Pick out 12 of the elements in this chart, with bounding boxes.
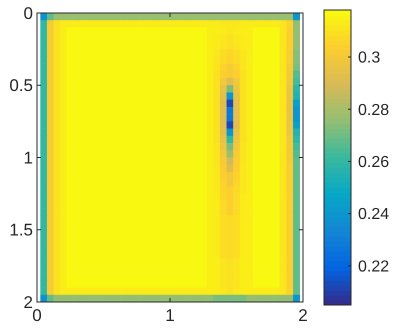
y-tick-label: 0.5 [9,76,33,96]
x-tick-label: 1 [165,306,175,325]
color-bar-label: 0.3 [358,50,380,67]
color-bar-label: 0.24 [358,206,390,224]
x-tick-label: 2 [298,306,308,325]
color-bar-label: 0.28 [358,102,390,119]
y-tick-label: 1 [24,148,33,168]
y-tick-label: 1.5 [9,220,33,240]
color-bar-label: 0.26 [358,154,390,172]
y-tick-label: 2 [24,292,33,312]
y-tick-label: 0 [24,4,33,23]
color-bar-label: 0.22 [358,258,390,276]
